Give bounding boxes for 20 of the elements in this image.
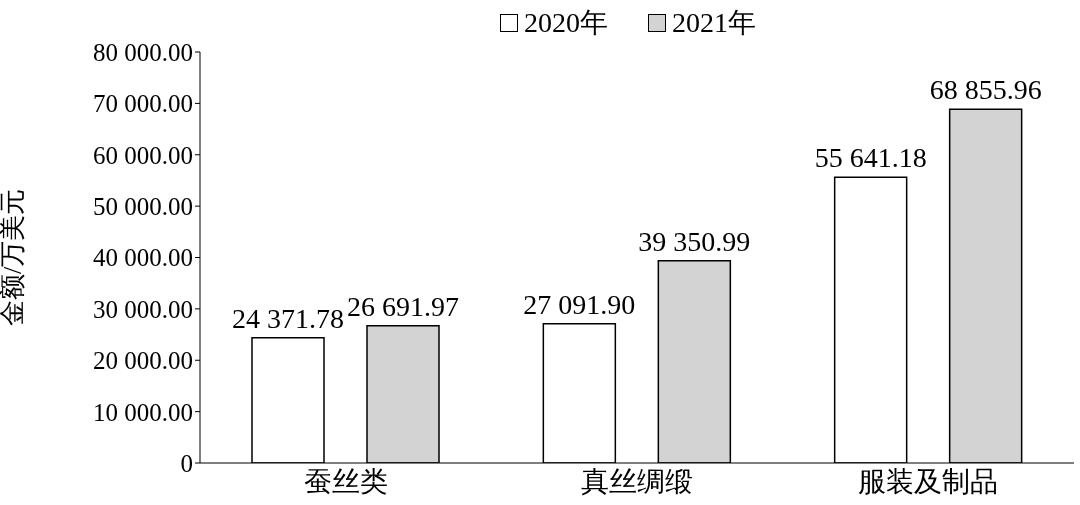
data-label: 68 855.96 [929, 74, 1042, 106]
y-tick-label: 20 000.00 [93, 347, 193, 375]
y-tick-label: 50 000.00 [93, 193, 193, 220]
x-tick-label: 服装及制品 [858, 465, 999, 497]
legend-label: 2020年 [524, 6, 608, 40]
x-tick-label: 真丝绸缎 [581, 465, 693, 497]
data-label: 39 350.99 [638, 225, 751, 257]
legend-label: 2021年 [672, 6, 756, 40]
data-label: 26 691.97 [347, 290, 459, 322]
y-tick-label: 0 [180, 449, 193, 477]
y-tick-label: 70 000.00 [93, 90, 193, 118]
y-tick-label: 60 000.00 [93, 141, 193, 169]
y-tick-label: 10 000.00 [93, 398, 193, 426]
y-tick-label: 30 000.00 [93, 295, 193, 323]
y-tick-label: 80 000.00 [93, 38, 193, 66]
data-label: 27 091.90 [523, 288, 636, 320]
data-label: 55 641.18 [814, 142, 927, 174]
data-label: 24 371.78 [232, 302, 344, 334]
y-tick-label: 40 000.00 [93, 244, 193, 272]
x-tick-label: 蚕丝类 [303, 465, 388, 497]
